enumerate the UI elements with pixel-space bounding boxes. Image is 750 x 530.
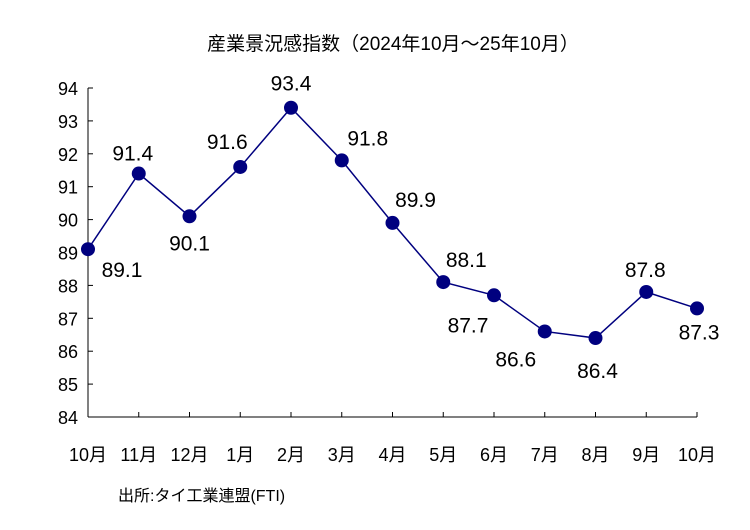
data-point	[233, 159, 248, 174]
data-point	[81, 242, 95, 257]
y-tick-label: 89	[58, 244, 78, 264]
y-tick-label: 93	[58, 112, 78, 132]
data-label: 87.7	[448, 314, 489, 337]
data-point	[436, 275, 451, 290]
y-tick-label: 86	[58, 342, 78, 362]
data-point	[588, 331, 603, 346]
y-tick-label: 91	[58, 178, 78, 198]
data-point	[537, 324, 552, 339]
y-tick-label: 87	[58, 309, 78, 329]
x-tick-label: 4月	[378, 445, 406, 465]
y-tick-label: 85	[58, 375, 78, 395]
y-tick-label: 92	[58, 145, 78, 165]
data-point	[182, 209, 197, 224]
y-tick-label: 84	[58, 408, 78, 428]
data-point	[690, 301, 704, 316]
x-tick-label: 5月	[429, 445, 457, 465]
x-tick-label: 7月	[531, 445, 559, 465]
x-tick-label: 2月	[277, 445, 305, 465]
data-point	[334, 153, 349, 168]
chart-title: 産業景況感指数（2024年10月～25年10月）	[207, 33, 579, 55]
data-label: 87.3	[679, 321, 720, 344]
data-label: 86.6	[495, 348, 536, 371]
data-label: 89.9	[395, 189, 436, 212]
x-tick-label: 3月	[328, 445, 356, 465]
data-label: 88.1	[446, 249, 487, 272]
data-point	[131, 166, 146, 181]
data-label: 91.4	[112, 143, 153, 166]
data-label: 87.8	[625, 259, 666, 282]
x-tick-label: 8月	[581, 445, 609, 465]
data-label: 86.4	[577, 360, 618, 383]
x-tick-label: 11月	[120, 445, 157, 465]
data-point	[284, 100, 298, 115]
y-tick-label: 90	[58, 211, 78, 231]
data-point	[385, 215, 400, 230]
data-point	[639, 284, 654, 299]
data-label: 90.1	[169, 232, 210, 255]
x-tick-label: 9月	[632, 445, 660, 465]
x-tick-label: 6月	[480, 445, 508, 465]
data-label: 91.6	[207, 131, 248, 154]
data-label: 93.4	[271, 73, 312, 96]
data-label: 89.1	[102, 259, 143, 282]
y-tick-label: 88	[58, 276, 78, 296]
x-tick-label: 10月	[678, 445, 716, 465]
source-note: 出所:タイ工業連盟(FTI)	[118, 487, 285, 505]
x-tick-label: 1月	[226, 445, 254, 465]
x-tick-label: 12月	[170, 445, 208, 465]
data-point	[487, 288, 501, 303]
data-label: 91.8	[347, 127, 388, 150]
x-tick-label: 10月	[69, 445, 107, 465]
y-tick-label: 94	[58, 79, 78, 99]
